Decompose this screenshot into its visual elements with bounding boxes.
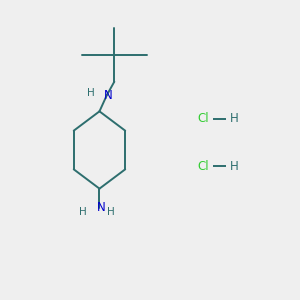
Text: H: H (107, 206, 115, 217)
Text: H: H (230, 112, 239, 125)
Text: N: N (97, 202, 105, 214)
Text: H: H (230, 160, 239, 173)
Text: Cl: Cl (198, 160, 209, 173)
Text: H: H (87, 88, 94, 98)
Text: Cl: Cl (198, 112, 209, 125)
Text: N: N (104, 88, 113, 101)
Text: H: H (79, 206, 87, 217)
